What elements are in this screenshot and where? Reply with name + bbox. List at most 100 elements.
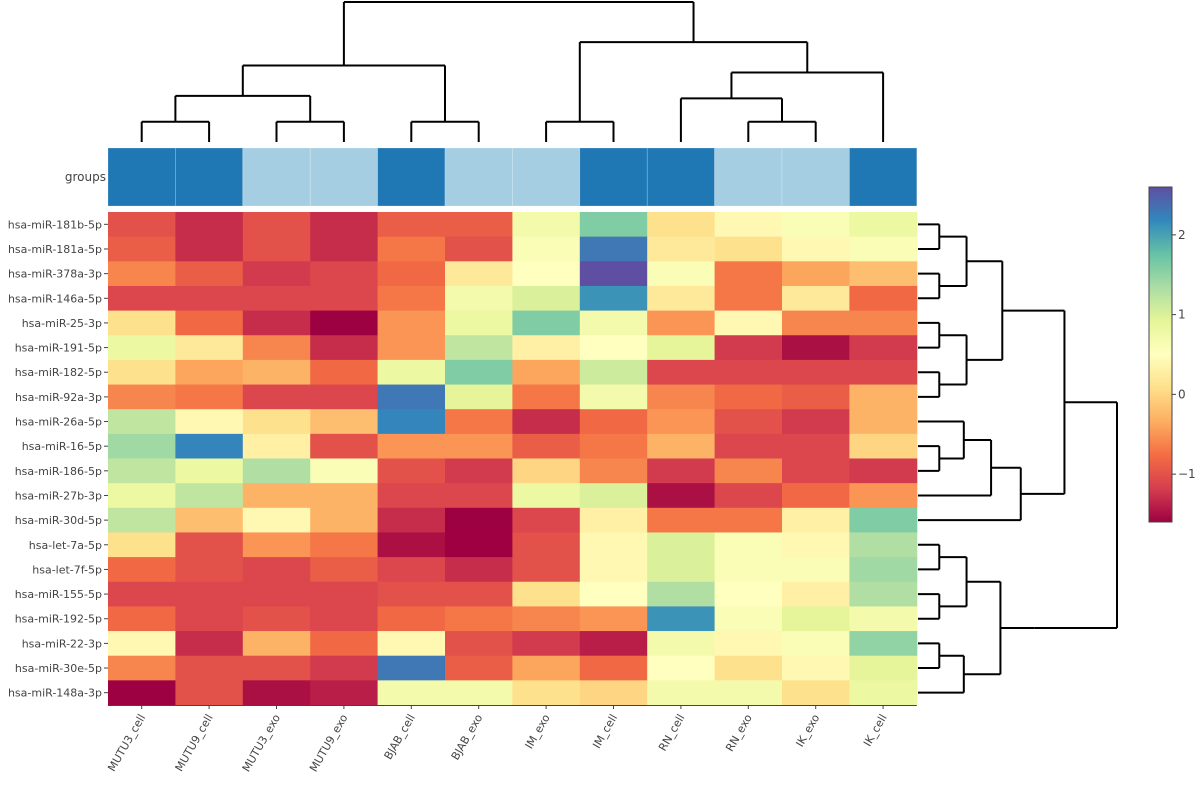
heatmap-cell bbox=[849, 606, 918, 632]
group-track-cell bbox=[309, 147, 378, 207]
heatmap-cell bbox=[647, 581, 716, 607]
row-dendrogram-link bbox=[966, 260, 1004, 361]
heatmap-cell bbox=[714, 433, 783, 459]
heatmap-cell bbox=[242, 212, 311, 238]
heatmap-cell bbox=[175, 335, 244, 361]
heatmap-cell bbox=[377, 261, 446, 287]
heatmap-cell bbox=[108, 532, 176, 558]
heatmap-cell bbox=[108, 631, 176, 657]
column-dendrogram-link bbox=[342, 1, 695, 66]
heatmap-cell bbox=[108, 285, 176, 312]
heatmap-cell bbox=[849, 359, 918, 386]
row-label: hsa-miR-182-5p bbox=[15, 366, 102, 379]
heatmap-cell bbox=[108, 680, 176, 706]
heatmap-cell bbox=[579, 212, 648, 238]
group-track-cell bbox=[849, 147, 918, 207]
heatmap-cell bbox=[377, 433, 446, 459]
heatmap-cell bbox=[242, 384, 311, 410]
group-track-label: groups bbox=[65, 170, 106, 184]
heatmap-cell bbox=[445, 285, 513, 312]
heatmap-cell bbox=[175, 532, 244, 558]
heatmap-cell bbox=[445, 532, 513, 558]
heatmap-cell bbox=[512, 655, 581, 681]
heatmap-cell bbox=[175, 409, 244, 435]
heatmap-cell bbox=[512, 285, 581, 312]
heatmap-cell bbox=[377, 606, 446, 632]
heatmap-cell bbox=[242, 680, 311, 706]
heatmap-cell bbox=[310, 631, 379, 657]
heatmap-cell bbox=[579, 310, 648, 336]
heatmap-cell bbox=[647, 236, 716, 262]
column-dendrogram-link bbox=[747, 120, 817, 142]
heatmap-cell bbox=[512, 606, 581, 632]
heatmap-cell bbox=[647, 384, 716, 410]
heatmap-cell bbox=[310, 458, 379, 484]
heatmap-cell bbox=[579, 384, 648, 410]
heatmap-cell bbox=[377, 384, 446, 410]
heatmap-cell bbox=[647, 606, 716, 632]
row-label: hsa-miR-27b-3p bbox=[15, 489, 102, 502]
group-track-cell bbox=[512, 147, 581, 207]
heatmap-cell bbox=[714, 310, 783, 336]
heatmap-cell bbox=[175, 433, 244, 459]
colorbar-tick-label: 2 bbox=[1178, 228, 1186, 242]
heatmap-cell bbox=[849, 285, 918, 312]
heatmap-cell bbox=[512, 458, 581, 484]
heatmap-cell bbox=[849, 581, 918, 607]
heatmap-cell bbox=[579, 433, 648, 459]
heatmap-cell bbox=[445, 631, 513, 657]
heatmap-cell bbox=[310, 507, 379, 533]
heatmap-cell bbox=[445, 261, 513, 287]
heatmap-cell bbox=[512, 212, 581, 238]
heatmap-cell bbox=[445, 557, 513, 583]
heatmap-cell bbox=[782, 606, 850, 632]
heatmap-cell bbox=[849, 310, 918, 336]
heatmap-cell bbox=[782, 557, 850, 583]
row-label: hsa-miR-181a-5p bbox=[8, 243, 102, 256]
heatmap-cell bbox=[377, 212, 446, 238]
heatmap-cell bbox=[512, 335, 581, 361]
heatmap-cell bbox=[714, 212, 783, 238]
heatmap-cell bbox=[647, 212, 716, 238]
group-track-cell bbox=[107, 147, 176, 207]
heatmap-cell bbox=[512, 310, 581, 336]
heatmap-cell bbox=[782, 433, 850, 459]
row-label: hsa-miR-192-5p bbox=[15, 613, 102, 626]
heatmap-cell bbox=[175, 606, 244, 632]
heatmap-cell bbox=[647, 507, 716, 533]
heatmap-cell bbox=[175, 557, 244, 583]
heatmap-cell bbox=[782, 581, 850, 607]
heatmap-cell bbox=[242, 631, 311, 657]
heatmap-cell bbox=[445, 606, 513, 632]
row-dendrogram-link bbox=[918, 321, 941, 349]
row-dendrogram-link bbox=[918, 223, 941, 250]
heatmap-cell bbox=[647, 285, 716, 312]
heatmap-cell bbox=[108, 458, 176, 484]
heatmap-cell bbox=[512, 507, 581, 533]
heatmap-cell bbox=[579, 680, 648, 706]
heatmap-cell bbox=[175, 581, 244, 607]
heatmap-cell bbox=[175, 655, 244, 681]
heatmap-cell bbox=[377, 655, 446, 681]
heatmap-cell bbox=[175, 631, 244, 657]
heatmap-cell bbox=[310, 359, 379, 386]
heatmap-cell bbox=[849, 507, 918, 533]
heatmap-cell bbox=[445, 458, 513, 484]
row-dendrogram-link bbox=[918, 445, 941, 472]
heatmap-cell bbox=[782, 680, 850, 706]
heatmap-cell bbox=[849, 557, 918, 583]
heatmap-cell bbox=[647, 680, 716, 706]
heatmap-cell bbox=[782, 359, 850, 386]
heatmap-cell bbox=[849, 631, 918, 657]
group-track-cell bbox=[781, 147, 850, 207]
heatmap-cell bbox=[782, 236, 850, 262]
heatmap-cell bbox=[242, 483, 311, 509]
heatmap-cell bbox=[377, 310, 446, 336]
heatmap-cell bbox=[175, 236, 244, 262]
heatmap-cell bbox=[512, 409, 581, 435]
heatmap-cell bbox=[849, 335, 918, 361]
heatmap-cell bbox=[445, 335, 513, 361]
heatmap-cell bbox=[579, 335, 648, 361]
heatmap-cell bbox=[377, 359, 446, 386]
heatmap-cell bbox=[445, 433, 513, 459]
